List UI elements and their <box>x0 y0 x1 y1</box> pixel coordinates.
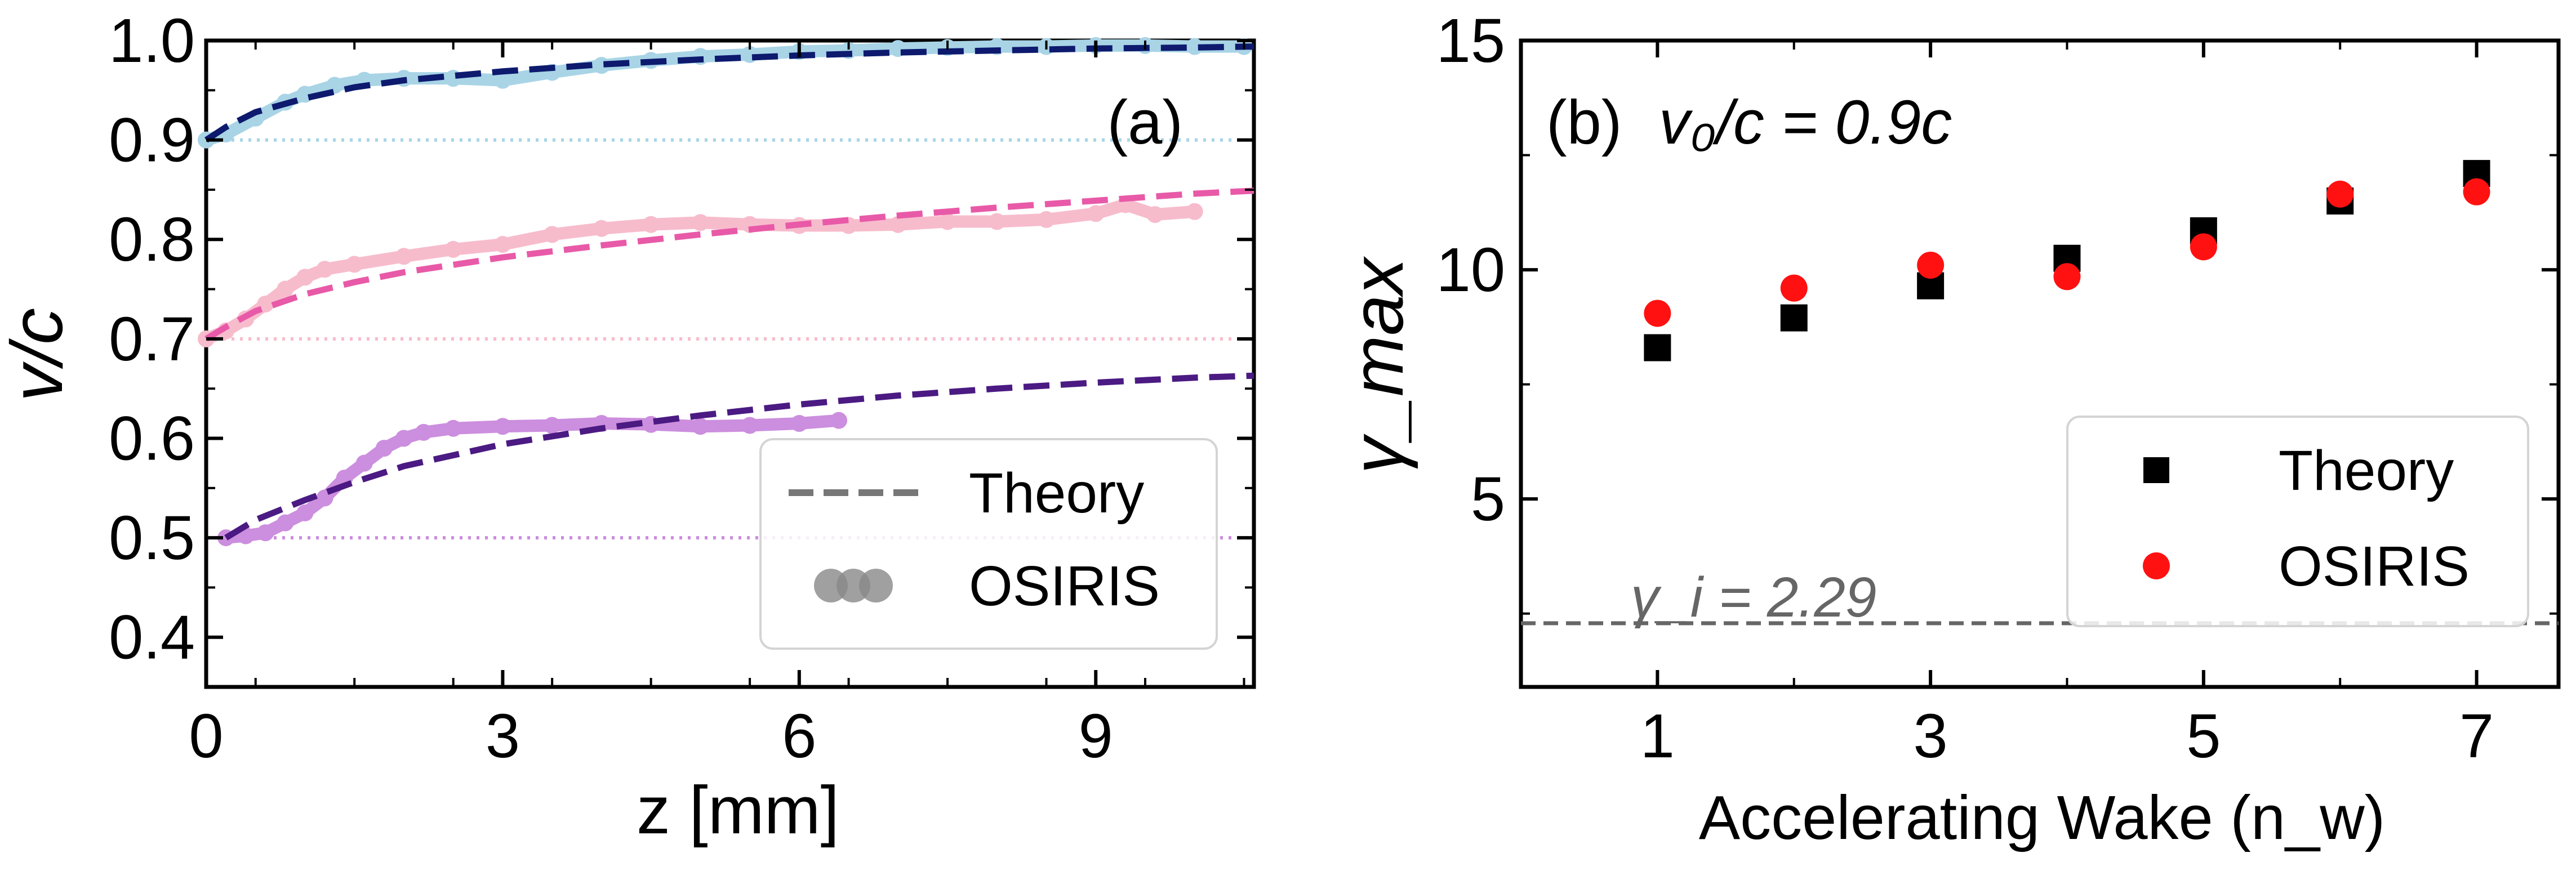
panel-b-ticks: 1 3 5 7 5 10 15 <box>1436 6 2559 771</box>
osiris-point <box>395 248 412 265</box>
theory-series-line <box>224 372 1254 541</box>
y-tick-label: 0.5 <box>109 503 195 573</box>
osiris-point <box>1146 206 1164 224</box>
y-tick-label: 0.9 <box>109 106 195 175</box>
osiris-point <box>939 213 956 230</box>
osiris-point <box>1087 205 1105 222</box>
x-tick-label: 9 <box>1079 702 1113 771</box>
panel-a-legend-theory-label: Theory <box>969 462 1144 525</box>
osiris-point <box>988 213 1006 230</box>
y-tick-label: 1.0 <box>109 6 195 75</box>
osiris-point <box>494 236 511 253</box>
osiris-point <box>1780 274 1808 302</box>
osiris-point <box>692 418 709 435</box>
panel-b-plot-frame <box>1519 38 2561 689</box>
panel-a: 0 3 6 9 0.4 0.5 0.6 0.7 0.8 0.9 1.0 (a) z [mm] v/c… <box>0 6 1256 848</box>
osiris-point <box>593 220 610 237</box>
panel-b-legend: Theory OSIRIS <box>2066 416 2529 627</box>
osiris-point <box>2463 178 2490 206</box>
osiris-point <box>790 414 808 432</box>
panel-b-legend-frame <box>2066 416 2529 627</box>
osiris-point <box>296 269 314 286</box>
x-tick-label: 3 <box>486 702 520 771</box>
osiris-point <box>2326 180 2354 208</box>
y-tick-label: 0.4 <box>109 603 195 672</box>
osiris-point <box>544 226 561 243</box>
panel-a-x-axis-label: z [mm] <box>637 773 839 848</box>
osiris-point <box>1186 38 1203 55</box>
osiris-point <box>741 417 759 434</box>
y-tick-label: 10 <box>1436 235 1505 305</box>
theory-point <box>1780 304 1808 332</box>
x-tick-label: 1 <box>1640 702 1675 771</box>
y-tick-label: 15 <box>1436 6 1505 75</box>
osiris-point <box>494 418 511 435</box>
osiris-point <box>316 261 333 278</box>
panel-b-legend-osiris-marker <box>2143 552 2170 579</box>
osiris-point <box>889 216 907 233</box>
osiris-point <box>355 454 373 472</box>
y-tick-label: 5 <box>1471 465 1505 534</box>
panel-b-y-axis-label: γ_max <box>1336 256 1418 474</box>
panel-b-points <box>1644 160 2490 361</box>
panel-b-label: (b) <box>1546 88 1622 157</box>
panel-b-x-axis-label: Accelerating Wake (n_w) <box>1699 783 2386 852</box>
panel-b-gamma-i-label: γ_i = 2.29 <box>1631 566 1876 629</box>
panel-b: 1 3 5 7 5 10 15 (b) v₀/c = 0.9c γ_i = 2.29 Acc… <box>1336 6 2561 852</box>
osiris-point <box>277 514 294 532</box>
panel-b-legend-theory-marker <box>2143 457 2169 483</box>
osiris-point <box>1186 203 1203 220</box>
osiris-point <box>346 256 363 273</box>
osiris-point <box>830 412 848 429</box>
osiris-point <box>296 504 314 521</box>
osiris-series-line <box>220 414 846 544</box>
y-tick-label: 0.8 <box>109 205 195 274</box>
panel-b-legend-osiris-label: OSIRIS <box>2279 535 2470 598</box>
y-tick-label: 0.7 <box>109 305 195 374</box>
osiris-point <box>2190 233 2217 261</box>
panel-a-legend-osiris-marker <box>859 569 893 602</box>
osiris-point <box>1038 211 1055 228</box>
osiris-point <box>375 440 393 457</box>
osiris-point <box>257 524 274 542</box>
osiris-point <box>277 280 294 298</box>
panel-a-label: (a) <box>1107 88 1183 157</box>
osiris-point <box>395 430 412 447</box>
osiris-point <box>1644 300 1671 327</box>
x-tick-label: 3 <box>1914 702 1948 771</box>
theory-series-line <box>204 187 1254 342</box>
x-tick-label: 7 <box>2459 702 2494 771</box>
x-tick-label: 0 <box>189 702 223 771</box>
y-tick-label: 0.6 <box>109 404 195 473</box>
panel-a-plot-frame <box>204 38 1256 689</box>
osiris-point <box>692 214 709 231</box>
osiris-point <box>642 216 660 233</box>
panel-a-ticks: 0 3 6 9 0.4 0.5 0.6 0.7 0.8 0.9 1.0 <box>109 6 1254 771</box>
panel-b-title: v₀/c = 0.9c <box>1659 88 1952 157</box>
x-tick-label: 5 <box>2186 702 2221 771</box>
panel-a-legend-osiris-label: OSIRIS <box>969 555 1160 618</box>
x-tick-label: 6 <box>782 702 816 771</box>
osiris-point <box>544 417 561 434</box>
panel-a-y-axis-label: v/c <box>0 308 78 401</box>
osiris-point <box>2053 263 2081 291</box>
osiris-point <box>444 419 462 437</box>
osiris-point <box>494 72 511 89</box>
osiris-point <box>415 423 433 441</box>
panel-a-theory-series <box>204 43 1254 541</box>
theory-point <box>1644 334 1671 361</box>
panel-a-legend: Theory OSIRIS <box>759 438 1218 650</box>
theory-series-line <box>204 43 1254 143</box>
panel-b-legend-theory-label: Theory <box>2279 439 2454 502</box>
osiris-point <box>444 240 462 258</box>
osiris-point <box>1917 251 1945 279</box>
